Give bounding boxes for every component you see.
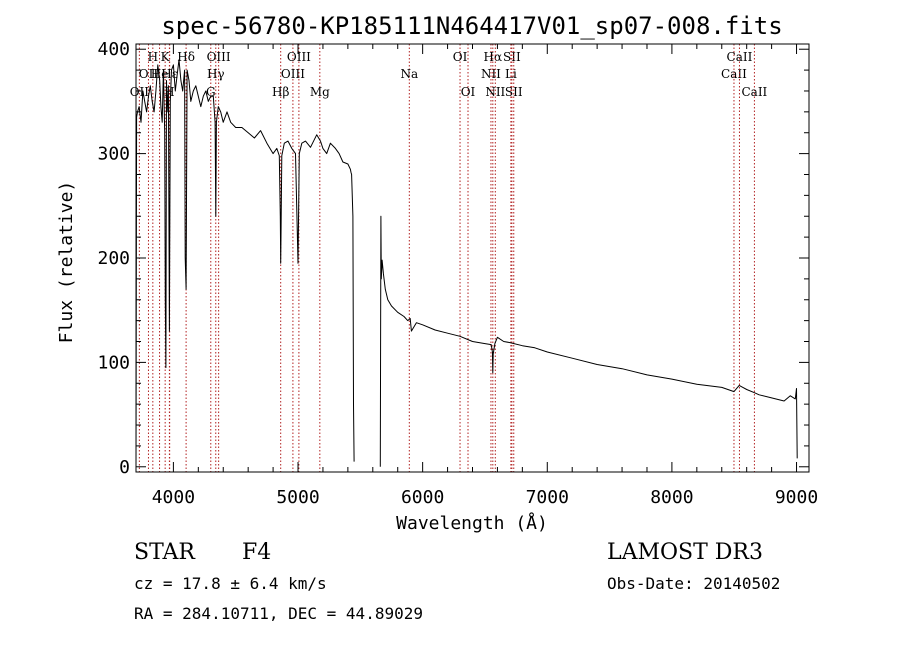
x-tick-label: 9000 (775, 487, 818, 508)
y-tick-label: 300 (97, 144, 130, 165)
line-marker-label: CaII (741, 85, 767, 99)
chart-title: spec-56780-KP185111N464417V01_sp07-008.f… (161, 12, 782, 40)
line-marker-label: OIII (287, 50, 311, 64)
spectrum-line-segment-0 (135, 59, 355, 467)
spectrum-line-segment-1 (379, 215, 798, 467)
line-marker-label: Hδ (177, 50, 195, 64)
line-marker-label: NII (485, 85, 505, 99)
line-marker-label: CaII (721, 67, 747, 81)
line-marker-label: H (148, 50, 158, 64)
object-subclass: F4 (242, 540, 272, 565)
line-marker-label: Hα (484, 50, 503, 64)
x-tick-label: 8000 (650, 487, 693, 508)
line-marker-label: G (206, 85, 216, 99)
observation-date: Obs-Date: 20140502 (607, 574, 781, 593)
line-marker-label: OI (461, 85, 476, 99)
line-marker-label: Li (505, 67, 517, 81)
line-marker-label: H (164, 85, 174, 99)
line-marker-label: K (161, 50, 171, 64)
line-marker-label: NII (481, 67, 501, 81)
object-class: STAR (134, 540, 195, 565)
x-tick-label: 5000 (276, 487, 319, 508)
line-marker-label: OII (139, 67, 159, 81)
line-marker-label: OII (130, 85, 150, 99)
line-marker-label: OIII (207, 50, 231, 64)
x-axis-label: Wavelength (Å) (396, 512, 548, 534)
x-tick-label: 7000 (526, 487, 569, 508)
line-marker-label: Hβ (272, 85, 289, 99)
line-marker-label: OIII (281, 67, 305, 81)
line-marker-label: OI (453, 50, 468, 64)
series-layer (135, 59, 798, 467)
line-marker-label: SII (505, 85, 523, 99)
line-marker-label: Na (400, 67, 418, 81)
y-tick-label: 400 (97, 39, 130, 60)
plot-frame (135, 43, 810, 473)
line-marker-label: CaII (727, 50, 753, 64)
redshift-cz: cz = 17.8 ± 6.4 km/s (134, 574, 327, 593)
line-marker-label: Hγ (207, 67, 225, 81)
y-tick-label: 0 (119, 457, 130, 478)
tick-layer: 4000 5000 6000 7000 8000 9000 0 100 200 300 400 (97, 39, 818, 508)
x-tick-label: 6000 (401, 487, 444, 508)
line-marker-label: Mg (310, 85, 330, 99)
x-tick-label: 4000 (152, 487, 195, 508)
y-tick-label: 100 (97, 352, 130, 373)
line-marker-layer: OIIOIIHHeKHHεHδGHγOIIIHβOIIIOIIIMgNaOIOI… (130, 44, 768, 472)
coordinates: RA = 284.10711, DEC = 44.89029 (134, 604, 423, 623)
y-axis-label: Flux (relative) (56, 181, 77, 344)
line-marker-label: SII (503, 50, 521, 64)
y-tick-label: 200 (97, 248, 130, 269)
survey-name: LAMOST DR3 (607, 540, 763, 565)
